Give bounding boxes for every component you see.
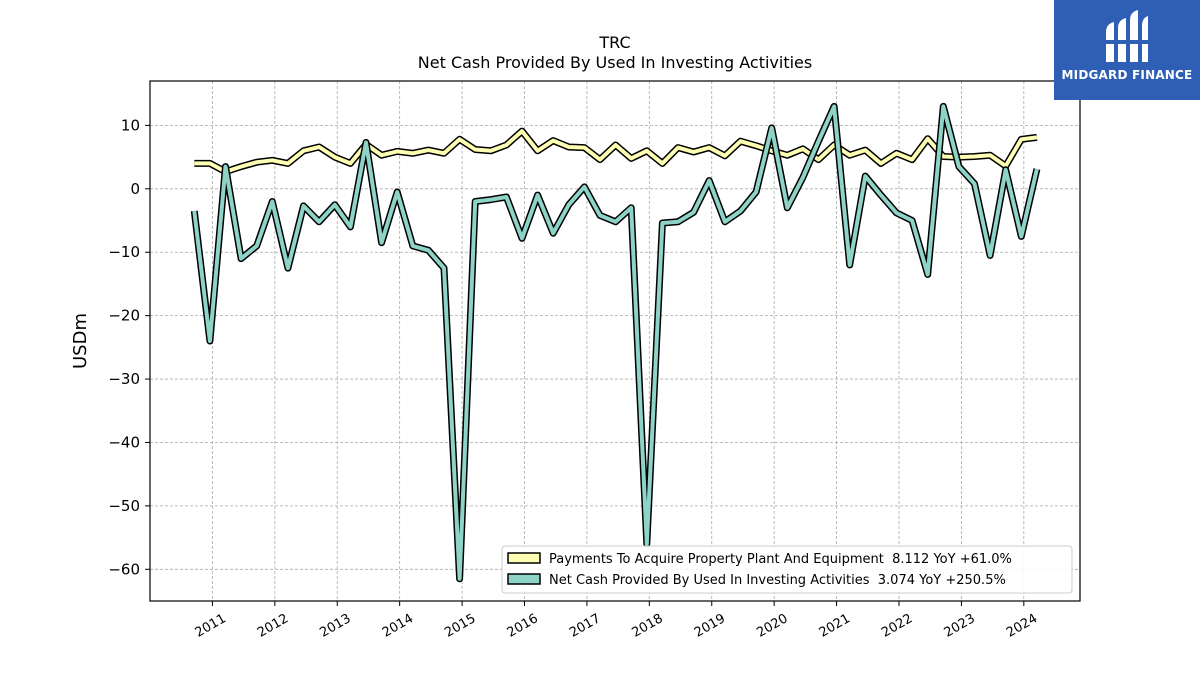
series-capex-line-outline: [194, 127, 1038, 176]
legend-box: [501, 545, 1073, 594]
x-tick-label: 2018: [629, 611, 665, 641]
logo-text: MIDGARD FINANCE: [1061, 68, 1193, 82]
x-tick-label: 2013: [317, 611, 353, 641]
legend-label-investing: Net Cash Provided By Used In Investing A…: [549, 573, 1006, 588]
series-investing-line-outline: [190, 102, 1041, 583]
x-tick-label: 2017: [567, 611, 603, 641]
legend: Payments To Acquire Property Plant And E…: [501, 545, 1073, 594]
grid: [150, 81, 1080, 601]
plot-frame: [149, 80, 1081, 602]
chart-title: TRC: [598, 33, 630, 52]
y-tick-label: −20: [108, 307, 140, 325]
series-lines: [190, 102, 1041, 583]
y-tick-label: 0: [130, 180, 140, 198]
legend-label-capex: Payments To Acquire Property Plant And E…: [549, 552, 1012, 567]
x-tick-label: 2015: [442, 611, 478, 641]
x-tick-label: 2020: [754, 611, 790, 641]
y-tick-label: −30: [108, 370, 140, 388]
x-tick-label: 2022: [879, 611, 915, 641]
y-tick-label: −50: [108, 497, 140, 515]
legend-swatch-capex: [507, 552, 541, 564]
y-tick-label: −10: [108, 243, 140, 261]
x-tick-label: 2019: [692, 611, 728, 641]
series-capex-line: [194, 129, 1038, 174]
x-tick-label: 2014: [380, 611, 416, 641]
brand-logo: MIDGARD FINANCE: [1054, 0, 1200, 100]
x-tick-label: 2023: [942, 611, 978, 641]
x-tick-label: 2021: [817, 611, 853, 641]
y-tick-label: −60: [108, 560, 140, 578]
series-investing-line: [192, 104, 1039, 581]
x-tick-label: 2024: [1004, 611, 1040, 641]
logo-icon: [1102, 10, 1152, 62]
chart-subtitle: Net Cash Provided By Used In Investing A…: [418, 53, 812, 72]
y-tick-label: −40: [108, 433, 140, 451]
legend-item-capex: Payments To Acquire Property Plant And E…: [507, 552, 1012, 567]
legend-swatch-investing: [507, 573, 541, 585]
x-tick-label: 2012: [255, 611, 291, 641]
x-tick-label: 2016: [505, 611, 541, 641]
y-axis-label: USDm: [70, 313, 91, 369]
legend-item-investing: Net Cash Provided By Used In Investing A…: [507, 573, 1006, 588]
y-tick-label: 10: [121, 116, 140, 134]
x-tick-label: 2011: [193, 611, 229, 641]
